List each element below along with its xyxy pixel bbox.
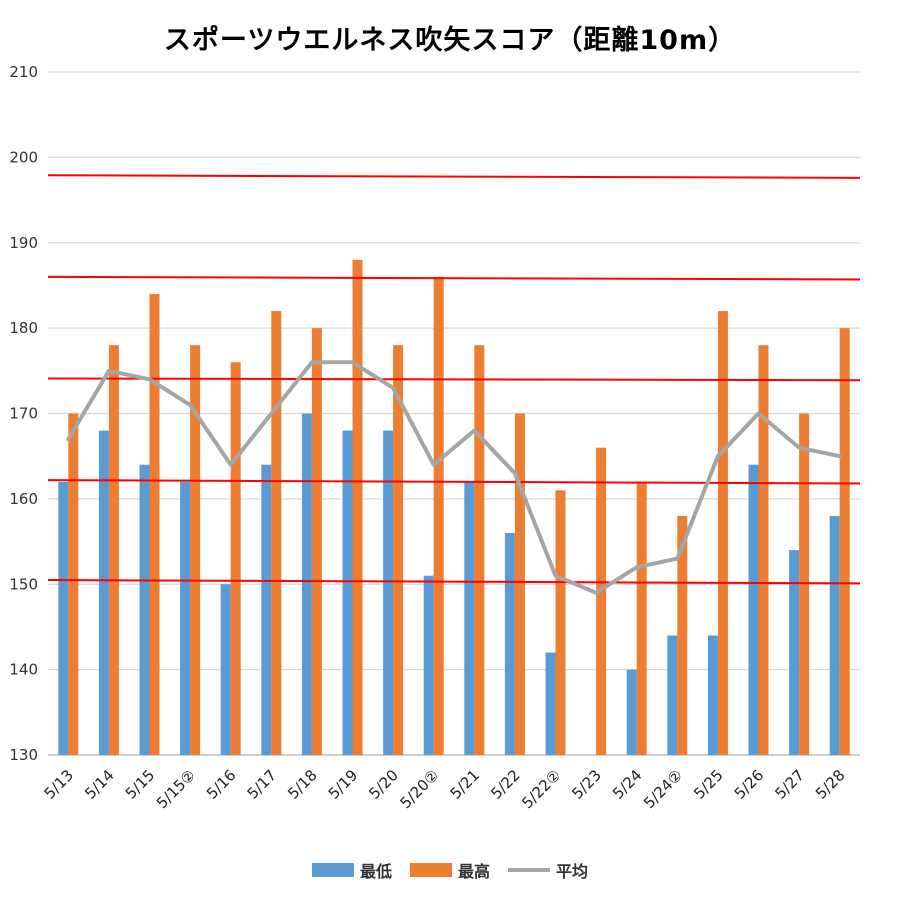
y-tick-label: 160 xyxy=(9,490,38,508)
bar-max xyxy=(636,481,647,755)
bar-max xyxy=(677,515,688,755)
bar-max xyxy=(311,328,322,755)
bar-max xyxy=(758,345,769,755)
x-axis-ticks: 5/13 5/14 5/155/15② 5/16 5/17 5/18 5/19 5/205/2… xyxy=(41,766,849,812)
series-line-average xyxy=(66,360,842,595)
chart-title: スポーツウエルネス吹矢スコア（距離10m） xyxy=(163,25,737,56)
legend-label-avg: 平均 xyxy=(556,862,589,881)
bar-min xyxy=(139,464,150,755)
legend-swatch-min xyxy=(311,863,354,877)
bar-max xyxy=(393,345,404,755)
bar-min xyxy=(748,464,759,755)
x-tick-label: 5/20② xyxy=(396,766,442,812)
bar-min xyxy=(545,652,556,755)
bar-max xyxy=(839,328,850,755)
reference-line xyxy=(47,479,861,485)
y-tick-label: 130 xyxy=(9,746,38,764)
x-tick-label: 5/27 xyxy=(771,766,808,803)
legend-swatch-avg xyxy=(508,868,550,872)
x-tick-label: 5/26 xyxy=(731,766,768,803)
x-tick-label: 5/15② xyxy=(153,766,199,812)
x-tick-label: 5/14 xyxy=(81,766,118,803)
bar-min xyxy=(301,413,312,755)
bar-max xyxy=(230,362,241,755)
bar-max xyxy=(433,276,444,755)
x-tick-label: 5/17 xyxy=(244,766,281,803)
bar-max xyxy=(271,311,282,755)
x-tick-label: 5/19 xyxy=(325,766,362,803)
reference-lines xyxy=(47,174,861,585)
bar-max xyxy=(352,259,363,755)
average-line xyxy=(66,360,842,595)
y-tick-label: 200 xyxy=(9,148,38,166)
y-tick-label: 210 xyxy=(9,63,38,81)
reference-line xyxy=(47,578,861,585)
legend-label-max: 最高 xyxy=(457,862,490,881)
bar-min xyxy=(626,669,637,755)
x-tick-label: 5/24 xyxy=(609,766,646,803)
x-tick-label: 5/22② xyxy=(518,766,564,812)
bar-max xyxy=(149,293,160,755)
bar-max xyxy=(514,413,525,755)
x-tick-label: 5/28 xyxy=(812,766,849,803)
legend: 最低 最高 平均 xyxy=(0,858,900,882)
x-tick-label: 5/13 xyxy=(41,766,78,803)
y-axis-ticks: 130 140 150 160 170 180 190 200 210 xyxy=(9,63,38,764)
x-tick-label: 5/22 xyxy=(487,766,524,803)
x-tick-label: 5/20 xyxy=(365,766,402,803)
bar-min xyxy=(789,550,800,755)
y-tick-label: 140 xyxy=(9,661,38,679)
bar-min xyxy=(667,635,678,755)
x-tick-label: 5/24② xyxy=(640,766,686,812)
reference-line xyxy=(47,275,861,281)
bar-min xyxy=(707,635,718,755)
x-tick-label: 5/21 xyxy=(447,766,484,803)
bar-min xyxy=(423,575,434,755)
bar-min xyxy=(220,584,231,755)
bar-min xyxy=(98,430,109,755)
bar-max xyxy=(108,345,119,755)
legend-swatch-max xyxy=(409,863,452,877)
grid-lines xyxy=(48,71,860,756)
bar-max xyxy=(68,413,79,755)
bar-max xyxy=(596,447,607,755)
bar-min xyxy=(58,481,69,755)
y-tick-label: 190 xyxy=(9,234,38,252)
bar-min xyxy=(504,533,515,755)
x-tick-label: 5/25 xyxy=(690,766,727,803)
bar-max xyxy=(190,345,201,755)
legend-item-avg: 平均 xyxy=(508,858,588,882)
x-tick-label: 5/15 xyxy=(122,766,159,803)
bar-min xyxy=(261,464,272,755)
bar-min xyxy=(829,515,840,755)
x-tick-label: 5/16 xyxy=(203,766,240,803)
y-tick-label: 180 xyxy=(9,319,38,337)
reference-line xyxy=(47,174,861,179)
bar-min xyxy=(464,481,475,755)
bars xyxy=(58,259,850,755)
bar-min xyxy=(342,430,353,755)
legend-label-min: 最低 xyxy=(359,862,392,881)
reference-line xyxy=(47,377,861,382)
legend-item-min: 最低 xyxy=(311,858,392,882)
bar-max xyxy=(555,490,566,755)
x-tick-label: 5/18 xyxy=(284,766,321,803)
bar-max xyxy=(799,413,810,755)
bar-min xyxy=(383,430,394,755)
y-tick-label: 170 xyxy=(9,405,38,423)
x-tick-label: 5/23 xyxy=(568,766,605,803)
y-tick-label: 150 xyxy=(9,575,38,593)
legend-item-max: 最高 xyxy=(409,858,490,882)
bar-max xyxy=(474,345,485,755)
bar-min xyxy=(180,481,191,755)
bar-max xyxy=(717,311,728,755)
